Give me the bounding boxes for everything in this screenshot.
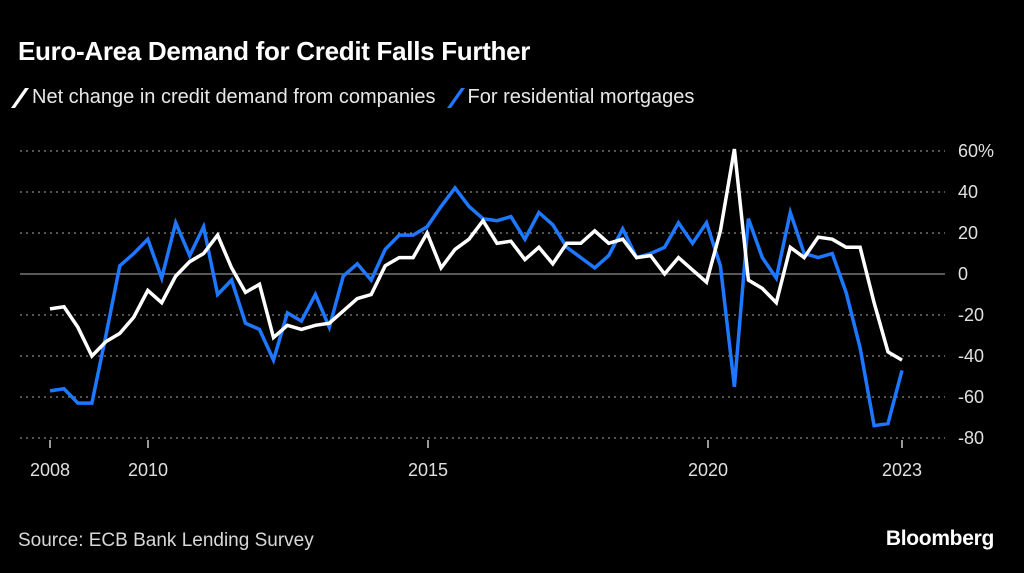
series-line-mortgages xyxy=(49,184,904,428)
legend-label-mortgages: For residential mortgages xyxy=(467,86,695,108)
y-tick-label: -60 xyxy=(958,387,984,407)
legend-label-companies: Net change in credit demand from compani… xyxy=(32,86,436,108)
y-tick-label: 40 xyxy=(958,182,978,202)
x-tick-label: 2023 xyxy=(882,460,922,480)
series-line-companies xyxy=(49,148,903,362)
legend-item-companies: Net change in credit demand from compani… xyxy=(10,86,436,109)
chart-title: Euro-Area Demand for Credit Falls Furthe… xyxy=(18,36,531,66)
x-tick-label: 2008 xyxy=(30,460,70,480)
y-tick-label: 0 xyxy=(958,264,968,284)
x-tick-label: 2020 xyxy=(688,460,728,480)
y-tick-label: -20 xyxy=(958,305,984,325)
y-tick-label: -40 xyxy=(958,346,984,366)
legend-item-mortgages: For residential mortgages xyxy=(446,86,695,109)
y-tick-label: 20 xyxy=(958,223,978,243)
y-tick-label: 60% xyxy=(958,141,994,161)
source-note: Source: ECB Bank Lending Survey xyxy=(18,530,314,551)
y-tick-label: -80 xyxy=(958,428,984,448)
legend: Net change in credit demand from compani… xyxy=(10,86,712,109)
bloomberg-logo: Bloomberg xyxy=(885,527,994,550)
x-tick-label: 2015 xyxy=(408,460,448,480)
x-tick-label: 2010 xyxy=(128,460,168,480)
